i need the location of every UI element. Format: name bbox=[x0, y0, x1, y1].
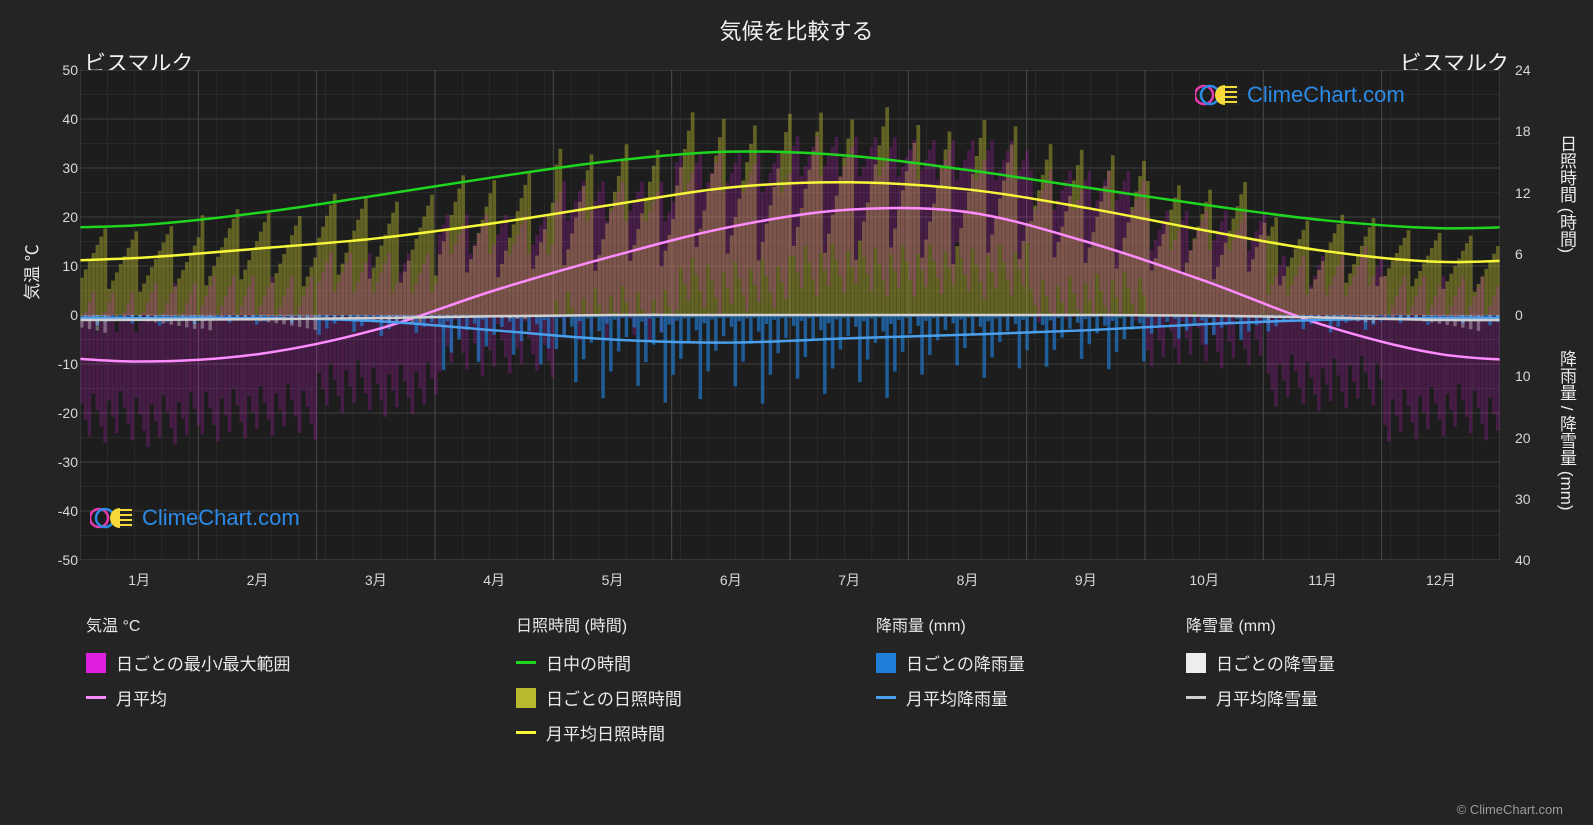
legend-column: 降雪量 (mm) 日ごとの降雪量月平均降雪量 bbox=[1186, 612, 1335, 720]
ytick-left: 20 bbox=[50, 209, 78, 225]
chart-title: 気候を比較する bbox=[0, 14, 1593, 46]
legend-swatch-line bbox=[86, 696, 106, 699]
ytick-right-mm: 40 bbox=[1515, 552, 1543, 568]
xtick-month: 3月 bbox=[365, 570, 387, 590]
y-axis-right-top-label: 日照時間 (時間) bbox=[1554, 135, 1579, 253]
ytick-right-hours: 6 bbox=[1515, 246, 1543, 262]
ytick-right-mm: 10 bbox=[1515, 368, 1543, 384]
legend-item: 月平均降雨量 bbox=[876, 685, 1025, 710]
legend-title: 気温 °C bbox=[86, 612, 291, 636]
ytick-right-mm: 30 bbox=[1515, 491, 1543, 507]
ytick-right-mm: 20 bbox=[1515, 430, 1543, 446]
legend-swatch-block bbox=[86, 653, 106, 673]
ytick-left: -30 bbox=[50, 454, 78, 470]
ytick-left: -50 bbox=[50, 552, 78, 568]
xtick-month: 7月 bbox=[838, 570, 860, 590]
ytick-left: 50 bbox=[50, 62, 78, 78]
ytick-left: -20 bbox=[50, 405, 78, 421]
legend-swatch-line bbox=[876, 696, 896, 699]
xtick-month: 2月 bbox=[247, 570, 269, 590]
legend-label: 日ごとの降雨量 bbox=[906, 650, 1025, 675]
ytick-right-hours: 18 bbox=[1515, 123, 1543, 139]
legend-swatch-block bbox=[1186, 653, 1206, 673]
legend-swatch-block bbox=[516, 688, 536, 708]
legend-item: 日中の時間 bbox=[516, 650, 682, 675]
xtick-month: 5月 bbox=[602, 570, 624, 590]
ytick-right-hours: 24 bbox=[1515, 62, 1543, 78]
legend-item: 日ごとの降雪量 bbox=[1186, 650, 1335, 675]
copyright-text: © ClimeChart.com bbox=[1457, 802, 1563, 817]
xtick-month: 1月 bbox=[128, 570, 150, 590]
ytick-left: -40 bbox=[50, 503, 78, 519]
ytick-left: 10 bbox=[50, 258, 78, 274]
y-axis-left-label: 気温 ℃ bbox=[18, 244, 43, 300]
legend-swatch-line bbox=[516, 731, 536, 734]
legend-item: 日ごとの最小/最大範囲 bbox=[86, 650, 291, 675]
legend-item: 月平均 bbox=[86, 685, 291, 710]
xtick-month: 8月 bbox=[957, 570, 979, 590]
legend-label: 日中の時間 bbox=[546, 650, 631, 675]
climechart-logo: ClimeChart.com bbox=[90, 505, 300, 531]
legend-item: 月平均日照時間 bbox=[516, 720, 682, 745]
ytick-right-hours: 0 bbox=[1515, 307, 1543, 323]
ytick-left: -10 bbox=[50, 356, 78, 372]
xtick-month: 11月 bbox=[1308, 570, 1337, 590]
ytick-left: 0 bbox=[50, 307, 78, 323]
climechart-logo: ClimeChart.com bbox=[1195, 82, 1405, 108]
climate-chart bbox=[80, 70, 1500, 560]
legend-swatch-block bbox=[876, 653, 896, 673]
brand-text: ClimeChart.com bbox=[142, 505, 300, 531]
legend-swatch-line bbox=[1186, 696, 1206, 699]
legend-swatch-line bbox=[516, 661, 536, 664]
brand-text: ClimeChart.com bbox=[1247, 82, 1405, 108]
legend-label: 月平均 bbox=[116, 685, 167, 710]
legend-label: 月平均降雪量 bbox=[1216, 685, 1318, 710]
legend-column: 日照時間 (時間) 日中の時間日ごとの日照時間月平均日照時間 bbox=[516, 612, 682, 755]
xtick-month: 12月 bbox=[1426, 570, 1456, 590]
xtick-month: 9月 bbox=[1075, 570, 1097, 590]
y-axis-right-bottom-label: 降雨量 / 降雪量 (mm) bbox=[1554, 350, 1579, 511]
legend-title: 降雨量 (mm) bbox=[876, 612, 1025, 636]
legend-title: 降雪量 (mm) bbox=[1186, 612, 1335, 636]
legend-label: 月平均降雨量 bbox=[906, 685, 1008, 710]
ytick-left: 30 bbox=[50, 160, 78, 176]
legend-column: 気温 °C 日ごとの最小/最大範囲月平均 bbox=[86, 612, 291, 720]
legend-label: 日ごとの最小/最大範囲 bbox=[116, 650, 291, 675]
legend-item: 月平均降雪量 bbox=[1186, 685, 1335, 710]
xtick-month: 6月 bbox=[720, 570, 742, 590]
legend-item: 日ごとの降雨量 bbox=[876, 650, 1025, 675]
ytick-right-hours: 12 bbox=[1515, 185, 1543, 201]
xtick-month: 10月 bbox=[1189, 570, 1219, 590]
legend-title: 日照時間 (時間) bbox=[516, 612, 682, 636]
legend-column: 降雨量 (mm) 日ごとの降雨量月平均降雨量 bbox=[876, 612, 1025, 720]
legend-item: 日ごとの日照時間 bbox=[516, 685, 682, 710]
legend-label: 月平均日照時間 bbox=[546, 720, 665, 745]
legend-label: 日ごとの降雪量 bbox=[1216, 650, 1335, 675]
legend-label: 日ごとの日照時間 bbox=[546, 685, 682, 710]
xtick-month: 4月 bbox=[483, 570, 505, 590]
ytick-left: 40 bbox=[50, 111, 78, 127]
